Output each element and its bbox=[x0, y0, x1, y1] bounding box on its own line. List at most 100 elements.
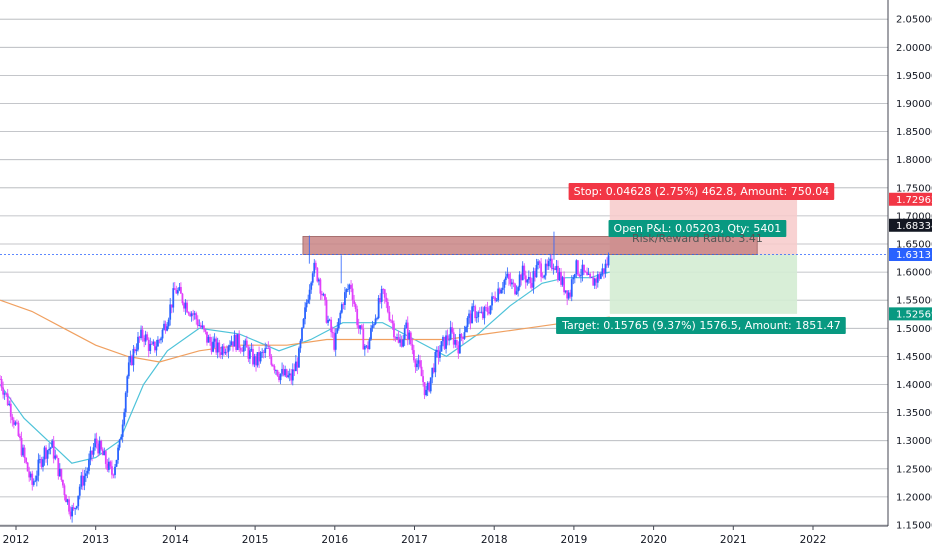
candle-body-81 bbox=[123, 412, 126, 425]
candle-body-35 bbox=[52, 440, 55, 459]
x-tick-label-6: 2018 bbox=[481, 534, 508, 546]
candle-body-390 bbox=[596, 274, 599, 283]
candle-body-36 bbox=[54, 455, 57, 459]
candle-body-303 bbox=[463, 332, 466, 339]
x-tick-label-9: 2021 bbox=[720, 534, 747, 546]
candle-body-30 bbox=[45, 447, 47, 459]
candle-body-377 bbox=[576, 260, 579, 275]
candle-body-183 bbox=[279, 373, 282, 381]
price-badge-2 bbox=[889, 248, 932, 262]
candle-body-218 bbox=[333, 333, 336, 350]
candle-body-190 bbox=[290, 373, 293, 381]
time-axis[interactable]: 2012 2013 2014 2015 2016 2017 2018 2019 2020 2021… bbox=[3, 526, 827, 546]
candle-body-360 bbox=[550, 258, 553, 270]
candle-body-74 bbox=[112, 474, 115, 476]
candle-body-72 bbox=[109, 461, 112, 467]
candle-body-89 bbox=[135, 349, 138, 352]
candle-body-243 bbox=[371, 325, 374, 329]
candle-body-285 bbox=[435, 349, 438, 352]
candle-body-34 bbox=[51, 440, 54, 448]
candle-body-1 bbox=[0, 379, 3, 388]
candle-body-42 bbox=[63, 485, 66, 496]
candle-body-229 bbox=[350, 284, 352, 289]
candle-body-98 bbox=[149, 343, 152, 351]
candle-body-32 bbox=[48, 449, 51, 451]
candle-body-367 bbox=[561, 277, 564, 285]
candle-body-26 bbox=[39, 459, 41, 460]
y-tick-label-8: 1.55000 bbox=[896, 296, 932, 307]
candle-body-344 bbox=[526, 279, 529, 283]
candle-body-271 bbox=[414, 360, 417, 368]
candle-body-217 bbox=[331, 332, 334, 334]
candle-body-83 bbox=[126, 376, 129, 393]
candle-body-230 bbox=[351, 288, 354, 301]
candle-body-73 bbox=[111, 466, 113, 475]
candle-body-246 bbox=[376, 318, 379, 319]
candle-body-68 bbox=[103, 451, 106, 456]
candle-body-207 bbox=[316, 267, 319, 282]
candle-body-350 bbox=[535, 265, 538, 278]
candle-body-391 bbox=[598, 274, 601, 279]
candle-body-93 bbox=[141, 329, 144, 338]
candle-body-125 bbox=[190, 313, 193, 317]
candle-body-184 bbox=[281, 368, 283, 374]
candle-body-130 bbox=[198, 325, 201, 327]
candle-body-123 bbox=[187, 312, 190, 314]
candle-body-382 bbox=[584, 271, 587, 273]
candle-body-192 bbox=[293, 369, 296, 372]
y-tick-label-5: 1.40000 bbox=[896, 380, 932, 391]
candle-body-250 bbox=[382, 288, 385, 290]
candle-body-189 bbox=[288, 373, 291, 376]
candle-body-260 bbox=[397, 337, 400, 343]
candle-body-237 bbox=[362, 328, 365, 350]
candle-body-115 bbox=[175, 289, 178, 294]
candle-body-261 bbox=[399, 339, 401, 343]
candle-body-309 bbox=[472, 306, 475, 308]
candle-body-104 bbox=[158, 339, 161, 341]
candle-body-385 bbox=[589, 273, 592, 278]
candle-body-287 bbox=[439, 351, 441, 358]
price-axis[interactable]: 1.15000 1.20000 1.25000 1.30000 1.35000 1.400… bbox=[889, 15, 932, 532]
price-badge-label-3: 1.52569 bbox=[896, 309, 932, 320]
candle-body-86 bbox=[130, 356, 133, 366]
x-tick-label-3: 2015 bbox=[242, 534, 269, 546]
candle-body-121 bbox=[184, 302, 187, 309]
x-tick-label-8: 2020 bbox=[640, 534, 667, 546]
candle-body-362 bbox=[553, 268, 556, 271]
candle-body-322 bbox=[492, 296, 495, 298]
candle-body-60 bbox=[91, 450, 93, 455]
candle-body-276 bbox=[422, 376, 424, 383]
candle-body-220 bbox=[336, 328, 339, 333]
candle-body-146 bbox=[222, 346, 225, 354]
candle-body-79 bbox=[120, 436, 123, 440]
candle-body-241 bbox=[368, 339, 371, 350]
candle-body-59 bbox=[89, 450, 92, 460]
y-tick-label-4: 1.35000 bbox=[896, 408, 932, 419]
candle-body-232 bbox=[354, 303, 357, 309]
candle-body-24 bbox=[35, 475, 38, 481]
candle-body-38 bbox=[57, 458, 60, 477]
candle-body-185 bbox=[282, 368, 285, 376]
candle-body-141 bbox=[215, 338, 218, 353]
candle-body-194 bbox=[296, 361, 299, 368]
candle-body-152 bbox=[232, 341, 234, 347]
candle-body-135 bbox=[206, 331, 208, 343]
x-tick-label-1: 2013 bbox=[82, 534, 109, 546]
candle-body-370 bbox=[566, 290, 569, 299]
candle-body-90 bbox=[137, 336, 139, 350]
candle-body-333 bbox=[509, 279, 512, 285]
candle-body-174 bbox=[265, 347, 268, 349]
candle-body-248 bbox=[379, 298, 382, 302]
candle-body-213 bbox=[325, 300, 328, 323]
candle-body-315 bbox=[481, 311, 484, 319]
candle-body-264 bbox=[403, 328, 406, 340]
candle-body-347 bbox=[531, 283, 533, 288]
candle-body-323 bbox=[494, 297, 497, 301]
candle-body-312 bbox=[477, 312, 480, 318]
candle-body-149 bbox=[227, 346, 230, 352]
candle-body-69 bbox=[104, 451, 107, 464]
candle-body-169 bbox=[258, 352, 260, 362]
candle-body-37 bbox=[55, 455, 58, 459]
